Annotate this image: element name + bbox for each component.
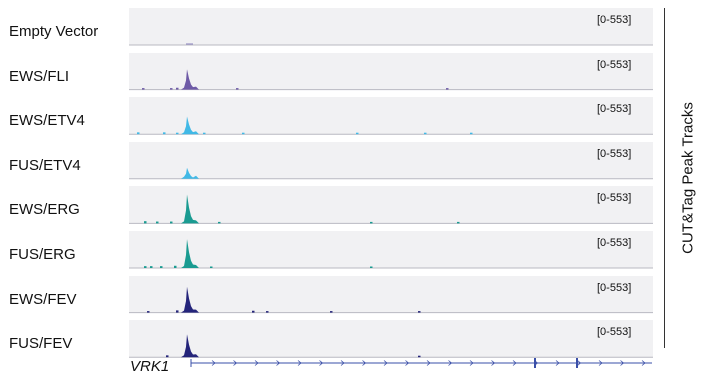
strand-arrow <box>276 360 281 366</box>
strand-arrow <box>512 360 517 366</box>
peak-signal-minor <box>163 132 166 135</box>
strand-arrow <box>426 360 431 366</box>
strand-arrow <box>297 360 302 366</box>
peak-signal-minor <box>446 88 449 90</box>
strand-arrow <box>405 360 410 366</box>
peak-signal-minor <box>266 311 269 313</box>
strand-arrow <box>577 360 582 366</box>
track-label: EWS/FLI <box>9 67 70 85</box>
peak-signal-minor <box>210 266 213 268</box>
peak-signal-minor <box>160 266 163 268</box>
peak-signal-minor <box>144 266 147 268</box>
strand-arrow <box>383 360 388 366</box>
track-label: Empty Vector <box>9 23 99 40</box>
peak-signal-minor <box>370 266 373 268</box>
peak-signal-minor <box>418 311 421 313</box>
track-group-label: CUT&Tag Peak Tracks <box>679 102 697 254</box>
strand-arrow <box>469 360 474 366</box>
track-data-range: [0-553] <box>597 237 632 249</box>
track-data-range: [0-553] <box>597 281 632 294</box>
peak-signal-minor <box>147 311 150 313</box>
strand-arrow <box>233 360 238 366</box>
peak-signal-minor <box>356 132 359 135</box>
track-label: EWS/ERG <box>9 201 80 219</box>
track-background <box>129 320 653 358</box>
gene-exon <box>534 358 536 368</box>
gene-exon <box>576 358 578 368</box>
track-data-range: [0-553] <box>597 326 632 339</box>
peak-signal-minor <box>176 132 179 135</box>
track-data-range: [0-553] <box>597 147 632 160</box>
track-data-range: [0-553] <box>597 58 632 71</box>
peak-signal-minor <box>166 355 169 358</box>
peak-signal-minor <box>370 221 373 224</box>
track-data-range: [0-553] <box>597 14 632 26</box>
peak-signal <box>181 167 199 179</box>
track-label: FUS/FEV <box>9 335 73 353</box>
peak-signal-minor <box>203 132 206 135</box>
peak-signal <box>181 194 199 224</box>
track-label: EWS/ETV4 <box>9 112 85 130</box>
track-background <box>129 231 653 268</box>
peak-signal-minor <box>170 88 173 90</box>
track-background <box>129 141 653 179</box>
strand-arrow <box>211 360 216 366</box>
peak-signal-minor <box>218 221 221 224</box>
peak-signal <box>181 116 199 135</box>
peak-signal-minor <box>252 310 255 313</box>
peak-signal-minor <box>176 310 179 313</box>
peak-signal-minor <box>137 132 140 135</box>
track-background <box>129 97 653 135</box>
strand-arrow <box>254 360 259 366</box>
peak-signal-minor <box>150 266 153 268</box>
peak-signal-minor <box>457 221 460 224</box>
track-group-bracket <box>664 8 665 348</box>
track-background <box>129 8 653 45</box>
track-data-range: [0-553] <box>597 103 632 116</box>
track-label: FUS/ETV4 <box>9 156 81 174</box>
track-label: EWS/FEV <box>9 290 77 308</box>
peak-signal <box>181 239 199 268</box>
strand-arrow <box>598 360 603 366</box>
peak-signal-minor <box>242 132 245 135</box>
peak-signal-minor <box>330 311 333 313</box>
strand-arrow <box>641 360 646 366</box>
peak-signal-minor <box>424 132 427 135</box>
track-background <box>129 186 653 224</box>
strand-arrow <box>319 360 324 366</box>
track-label: FUS/ERG <box>9 246 76 263</box>
strand-arrow <box>620 360 625 366</box>
peak-signal <box>181 69 199 90</box>
peak-signal-minor <box>170 221 173 224</box>
peak-signal-minor <box>176 87 179 90</box>
peak-signal-minor <box>142 88 145 90</box>
peak-signal-minor <box>144 221 147 224</box>
peak-signal-minor <box>174 265 177 268</box>
track-background <box>129 52 653 90</box>
peak-signal <box>181 286 199 313</box>
strand-arrow <box>491 360 496 366</box>
strand-arrow <box>340 360 345 366</box>
peak-signal <box>181 334 199 358</box>
peak-signal-minor <box>236 88 239 90</box>
peak-signal-minor <box>470 132 473 135</box>
strand-arrow <box>555 360 560 366</box>
peak-signal-minor <box>418 355 421 358</box>
peak-signal-minor <box>156 221 159 224</box>
track-background <box>129 275 653 313</box>
track-data-range: [0-553] <box>597 192 632 205</box>
gene-name-label: VRK1 <box>130 358 170 375</box>
strand-arrow <box>448 360 453 366</box>
strand-arrow <box>362 360 367 366</box>
